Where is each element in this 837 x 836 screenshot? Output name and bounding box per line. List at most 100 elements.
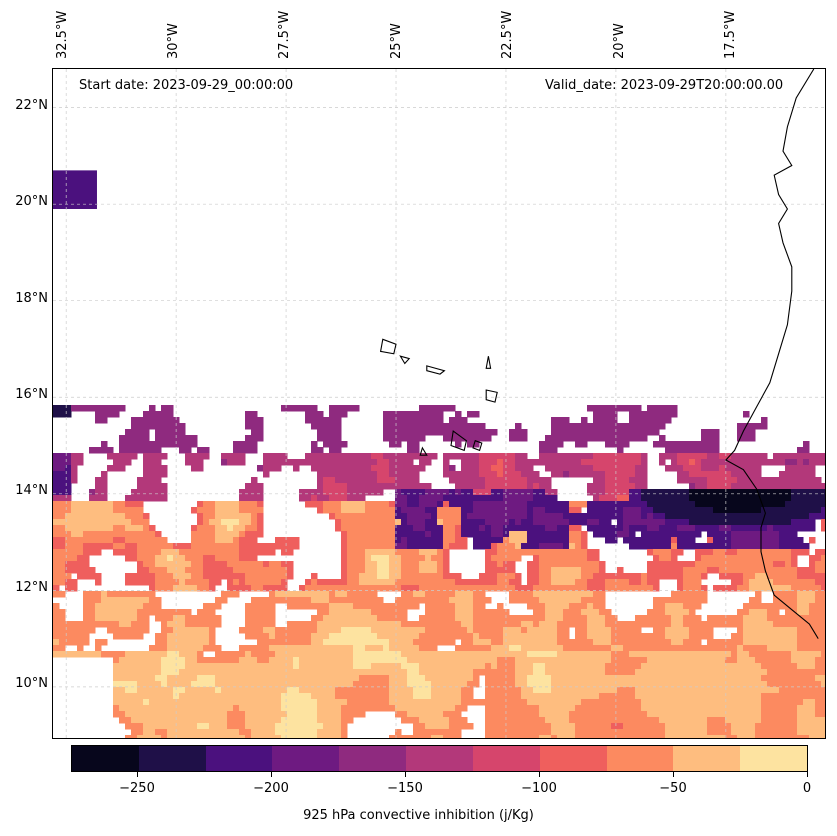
contour-cell [671, 609, 678, 616]
contour-cell [755, 615, 762, 622]
contour-cell [53, 579, 60, 586]
contour-cell [461, 465, 468, 472]
contour-cell [653, 645, 660, 652]
contour-cell [371, 471, 378, 478]
contour-cell [737, 645, 744, 652]
contour-cell [185, 711, 192, 718]
contour-cell [191, 627, 198, 634]
contour-cell [539, 507, 546, 514]
contour-cell [323, 453, 330, 460]
contour-cell [665, 531, 672, 538]
contour-cell [431, 627, 438, 634]
contour-cell [635, 573, 642, 580]
contour-cell [551, 681, 558, 688]
contour-cell [95, 489, 102, 496]
contour-cell [641, 585, 648, 592]
contour-cell [161, 711, 168, 718]
contour-cell [161, 549, 168, 556]
contour-cell [809, 657, 816, 664]
contour-cell [335, 435, 342, 442]
contour-cell [725, 471, 732, 478]
contour-cell [353, 609, 360, 616]
contour-cell [275, 681, 282, 688]
contour-cell [347, 591, 354, 598]
contour-cell [155, 489, 162, 496]
contour-cell [83, 627, 90, 634]
contour-cell [335, 687, 342, 694]
contour-cell [341, 669, 348, 676]
contour-cell [545, 567, 552, 574]
contour-cell [263, 549, 270, 556]
contour-cell [89, 603, 96, 610]
contour-cell [95, 579, 102, 586]
contour-cell [713, 537, 720, 544]
contour-cell [281, 639, 288, 646]
contour-cell [377, 669, 384, 676]
contour-cell [389, 615, 396, 622]
contour-cell [527, 477, 534, 484]
contour-cell [203, 615, 210, 622]
contour-cell [59, 609, 66, 616]
contour-cell [443, 609, 450, 616]
contour-cell [53, 495, 60, 502]
contour-cell [557, 435, 564, 442]
contour-cell [815, 645, 822, 652]
contour-cell [545, 675, 552, 682]
contour-cell [161, 639, 168, 646]
contour-cell [587, 561, 594, 568]
contour-cell [467, 519, 474, 526]
contour-cell [575, 555, 582, 562]
contour-cell [563, 531, 570, 538]
contour-cell [377, 519, 384, 526]
contour-cell [725, 663, 732, 670]
contour-cell [815, 669, 822, 676]
contour-cell [485, 693, 492, 700]
contour-cell [245, 633, 252, 640]
contour-cell [59, 501, 66, 508]
contour-cell [155, 555, 162, 562]
contour-cell [503, 573, 510, 580]
contour-cell [65, 501, 72, 508]
contour-cell [431, 615, 438, 622]
contour-cell [365, 531, 372, 538]
contour-cell [125, 699, 132, 706]
contour-cell [551, 423, 558, 430]
contour-cell [125, 615, 132, 622]
contour-cell [491, 489, 498, 496]
contour-cell [779, 639, 786, 646]
contour-cell [155, 603, 162, 610]
contour-cell [407, 627, 414, 634]
contour-cell [263, 543, 270, 550]
contour-cell [503, 585, 510, 592]
contour-cell [209, 669, 216, 676]
contour-cell [389, 411, 396, 418]
contour-cell [629, 627, 636, 634]
contour-cell [137, 423, 144, 430]
contour-cell [425, 705, 432, 712]
contour-cell [335, 597, 342, 604]
contour-cell [83, 531, 90, 538]
contour-cell [767, 603, 774, 610]
contour-cell [767, 483, 774, 490]
contour-cell [695, 489, 702, 496]
contour-cell [593, 573, 600, 580]
contour-cell [263, 681, 270, 688]
contour-cell [533, 489, 540, 496]
contour-cell [119, 657, 126, 664]
contour-cell [131, 519, 138, 526]
contour-cell [131, 651, 138, 658]
contour-cell [257, 519, 264, 526]
contour-cell [221, 591, 228, 598]
contour-cell [473, 495, 480, 502]
contour-cell [473, 411, 480, 418]
contour-cell [365, 471, 372, 478]
contour-cell [353, 453, 360, 460]
contour-cell [305, 645, 312, 652]
contour-cell [485, 699, 492, 706]
contour-cell [89, 405, 96, 412]
contour-cell [155, 423, 162, 430]
contour-cell [251, 681, 258, 688]
contour-cell [629, 543, 636, 550]
contour-cell [689, 507, 696, 514]
contour-cell [719, 549, 726, 556]
